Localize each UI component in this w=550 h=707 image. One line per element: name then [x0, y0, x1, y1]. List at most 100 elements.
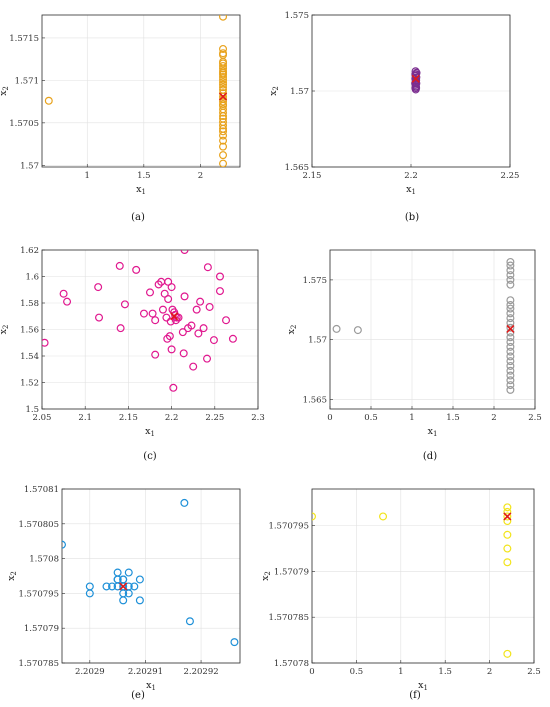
y-tick-label: 1.570795 — [18, 589, 59, 599]
y-tick-label: 1.570805 — [18, 520, 59, 530]
plot-frame — [61, 488, 241, 664]
y-axis-label: x2 — [286, 325, 298, 335]
x-tick-label: 2.2029 — [75, 667, 105, 677]
y-axis-label: x2 — [268, 86, 280, 96]
y-tick-label: 1.57079 — [274, 567, 309, 577]
plot-frame — [41, 14, 241, 168]
data-point — [219, 131, 228, 140]
data-point — [165, 332, 174, 341]
data-point — [151, 316, 160, 325]
x-tick-label: 0 — [309, 667, 314, 677]
optimum-marker — [218, 92, 228, 101]
data-point — [130, 582, 139, 591]
data-point — [139, 309, 148, 318]
data-point — [132, 265, 141, 274]
data-point — [506, 275, 515, 284]
data-series — [411, 67, 421, 94]
data-point — [185, 617, 194, 626]
y-tick-label: 1.571 — [15, 76, 39, 86]
data-point — [166, 317, 175, 326]
x-tick-label: 2.15 — [303, 171, 322, 181]
data-point — [113, 568, 122, 577]
data-point — [503, 512, 512, 521]
x-tick-label: 2.1 — [78, 413, 92, 423]
panel-label: (f) — [409, 690, 421, 701]
x-axis-label: x1 — [406, 184, 416, 196]
data-point — [179, 349, 188, 358]
data-point — [187, 321, 196, 330]
x-tick-label: 0.5 — [364, 413, 378, 423]
data-point — [180, 292, 189, 301]
data-point — [119, 575, 128, 584]
data-point — [162, 313, 171, 322]
y-axis-label: x2 — [0, 86, 10, 96]
x-axis-label: x1 — [418, 680, 428, 692]
data-point — [169, 383, 178, 392]
data-point — [203, 354, 212, 363]
data-point — [506, 333, 515, 342]
data-point — [506, 371, 515, 380]
x-axis-label: x1 — [136, 184, 146, 196]
data-point — [506, 361, 515, 370]
panel-label: (e) — [131, 690, 145, 701]
y-tick-label: 1.57081 — [24, 485, 59, 495]
y-tick-label: 1.58 — [20, 299, 39, 309]
x-tick-label: 1 — [409, 413, 414, 423]
x-tick-label: 2.20292 — [183, 667, 218, 677]
data-point — [108, 582, 117, 591]
x-tick-label: 2.3 — [251, 413, 265, 423]
y-tick-label: 1.5705 — [9, 119, 39, 129]
x-tick-label: 1.5 — [438, 667, 452, 677]
data-point — [506, 296, 515, 305]
data-point — [503, 503, 512, 512]
data-point — [332, 324, 341, 333]
data-point — [411, 67, 420, 76]
data-point — [228, 334, 237, 343]
data-point — [180, 498, 189, 507]
data-point — [59, 289, 68, 298]
x-tick-label: 2.15 — [119, 413, 138, 423]
panel-a: 1 1.5 2 1.57 1.5705 1.571 1.5715 x1 x2 (a) — [0, 14, 241, 223]
data-point — [506, 323, 515, 332]
x-tick-label: 2 — [491, 413, 496, 423]
x-tick-label: 2.20291 — [128, 667, 163, 677]
data-point — [506, 318, 515, 327]
data-point — [503, 544, 512, 553]
data-point — [63, 297, 72, 306]
x-tick-label: 2.5 — [527, 667, 541, 677]
optimum-marker — [411, 74, 420, 83]
data-point — [506, 309, 515, 318]
data-point — [189, 362, 198, 371]
data-point — [230, 638, 239, 647]
data-point — [379, 512, 388, 521]
data-point — [94, 283, 103, 292]
data-point — [219, 127, 228, 136]
data-point — [44, 96, 53, 105]
data-point — [219, 75, 228, 84]
data-point — [219, 97, 228, 106]
x-axis-label: x1 — [146, 680, 156, 692]
data-point — [164, 295, 173, 304]
y-axis-label: x2 — [0, 325, 10, 335]
data-point — [167, 345, 176, 354]
optimum-marker — [170, 312, 179, 321]
panel-label: (d) — [423, 451, 437, 462]
data-point — [120, 300, 129, 309]
y-tick-label: 1.570785 — [18, 659, 59, 669]
data-point — [196, 297, 205, 306]
y-tick-label: 1.52 — [20, 379, 39, 389]
y-axis-label: x2 — [260, 571, 272, 581]
data-point — [219, 112, 228, 121]
x-tick-label: 2 — [198, 171, 203, 181]
data-point — [215, 287, 224, 296]
data-point — [219, 121, 228, 130]
x-tick-label: 0.5 — [350, 667, 364, 677]
y-tick-label: 1.6 — [25, 273, 39, 283]
data-point — [506, 366, 515, 375]
data-point — [222, 316, 231, 325]
data-point — [42, 338, 49, 347]
y-tick-label: 1.565 — [303, 395, 327, 405]
data-point — [503, 507, 512, 516]
data-point — [119, 596, 128, 605]
